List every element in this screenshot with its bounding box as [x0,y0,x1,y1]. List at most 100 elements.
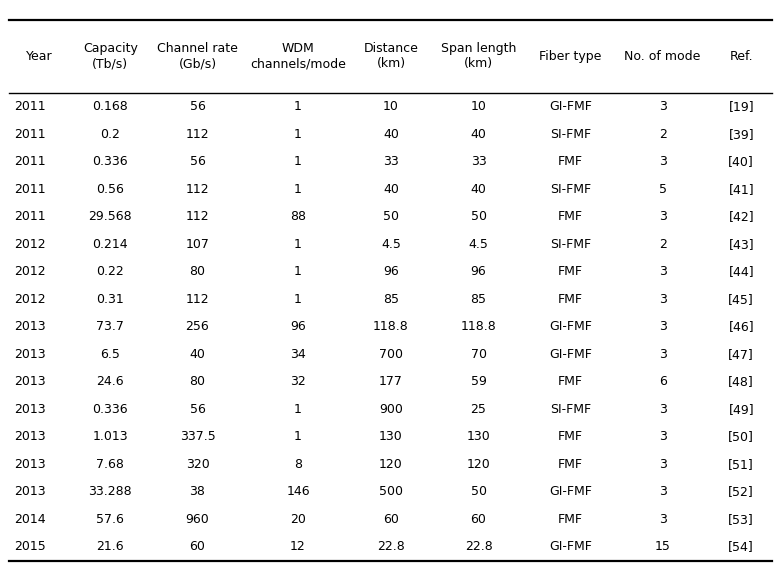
Text: [53]: [53] [729,513,754,526]
Text: 2013: 2013 [14,320,45,333]
Text: 73.7: 73.7 [96,320,124,333]
Text: SI-FMF: SI-FMF [550,403,591,416]
Text: [43]: [43] [729,238,754,251]
Text: FMF: FMF [558,155,583,168]
Text: 0.31: 0.31 [97,293,124,306]
Text: 960: 960 [186,513,209,526]
Text: 112: 112 [186,183,209,196]
Text: 2013: 2013 [14,458,45,471]
Text: [47]: [47] [729,348,754,361]
Text: 3: 3 [658,513,666,526]
Text: 2012: 2012 [14,293,45,306]
Text: 1: 1 [294,431,302,444]
Text: 2011: 2011 [14,155,45,168]
Text: 56: 56 [190,100,205,113]
Text: 177: 177 [379,375,403,388]
Text: [19]: [19] [729,100,754,113]
Text: 1: 1 [294,266,302,278]
Text: FMF: FMF [558,210,583,223]
Text: 6.5: 6.5 [101,348,120,361]
Text: 10: 10 [471,100,487,113]
Text: 2015: 2015 [14,541,46,553]
Text: 32: 32 [290,375,306,388]
Text: 4.5: 4.5 [469,238,488,251]
Text: 2012: 2012 [14,238,45,251]
Text: FMF: FMF [558,458,583,471]
Text: 4.5: 4.5 [381,238,401,251]
Text: 56: 56 [190,155,205,168]
Text: [42]: [42] [729,210,754,223]
Text: 337.5: 337.5 [180,431,216,444]
Text: 70: 70 [470,348,487,361]
Text: [54]: [54] [729,541,754,553]
Text: 50: 50 [470,210,487,223]
Text: 33: 33 [471,155,487,168]
Text: Distance
(km): Distance (km) [363,42,419,70]
Text: 118.8: 118.8 [461,320,497,333]
Text: 50: 50 [470,485,487,498]
Text: 40: 40 [383,183,399,196]
Text: [48]: [48] [729,375,754,388]
Text: 3: 3 [658,266,666,278]
Text: 50: 50 [383,210,399,223]
Text: 146: 146 [286,485,310,498]
Text: 2014: 2014 [14,513,45,526]
Text: 120: 120 [466,458,490,471]
Text: GI-FMF: GI-FMF [549,348,592,361]
Text: 22.8: 22.8 [377,541,405,553]
Text: 2012: 2012 [14,266,45,278]
Text: FMF: FMF [558,293,583,306]
Text: 2013: 2013 [14,403,45,416]
Text: 3: 3 [658,293,666,306]
Text: 0.336: 0.336 [92,155,128,168]
Text: Fiber type: Fiber type [540,50,601,63]
Text: 2013: 2013 [14,431,45,444]
Text: 0.22: 0.22 [97,266,124,278]
Text: FMF: FMF [558,266,583,278]
Text: GI-FMF: GI-FMF [549,100,592,113]
Text: Year: Year [27,50,53,63]
Text: 118.8: 118.8 [373,320,408,333]
Text: 96: 96 [471,266,487,278]
Text: 2: 2 [658,128,666,141]
Text: 3: 3 [658,403,666,416]
Text: 130: 130 [379,431,403,444]
Text: 120: 120 [379,458,403,471]
Text: 33.288: 33.288 [88,485,132,498]
Text: 7.68: 7.68 [96,458,124,471]
Text: 12: 12 [290,541,306,553]
Text: 1: 1 [294,155,302,168]
Text: 107: 107 [186,238,209,251]
Text: 700: 700 [379,348,403,361]
Text: 1: 1 [294,100,302,113]
Text: [41]: [41] [729,183,754,196]
Text: 0.336: 0.336 [92,403,128,416]
Text: 0.56: 0.56 [96,183,124,196]
Text: 96: 96 [383,266,399,278]
Text: 0.168: 0.168 [92,100,128,113]
Text: 112: 112 [186,128,209,141]
Text: 2011: 2011 [14,128,45,141]
Text: SI-FMF: SI-FMF [550,238,591,251]
Text: [52]: [52] [729,485,754,498]
Text: FMF: FMF [558,513,583,526]
Text: 2011: 2011 [14,210,45,223]
Text: [51]: [51] [729,458,754,471]
Text: 40: 40 [190,348,205,361]
Text: 6: 6 [658,375,666,388]
Text: No. of mode: No. of mode [625,50,701,63]
Text: 5: 5 [658,183,667,196]
Text: 40: 40 [383,128,399,141]
Text: 3: 3 [658,485,666,498]
Text: 25: 25 [471,403,487,416]
Text: 60: 60 [190,541,205,553]
Text: [39]: [39] [729,128,754,141]
Text: 1: 1 [294,183,302,196]
Text: 3: 3 [658,210,666,223]
Text: 130: 130 [466,431,490,444]
Text: 256: 256 [186,320,209,333]
Text: 34: 34 [290,348,306,361]
Text: [44]: [44] [729,266,754,278]
Text: 1: 1 [294,128,302,141]
Text: GI-FMF: GI-FMF [549,320,592,333]
